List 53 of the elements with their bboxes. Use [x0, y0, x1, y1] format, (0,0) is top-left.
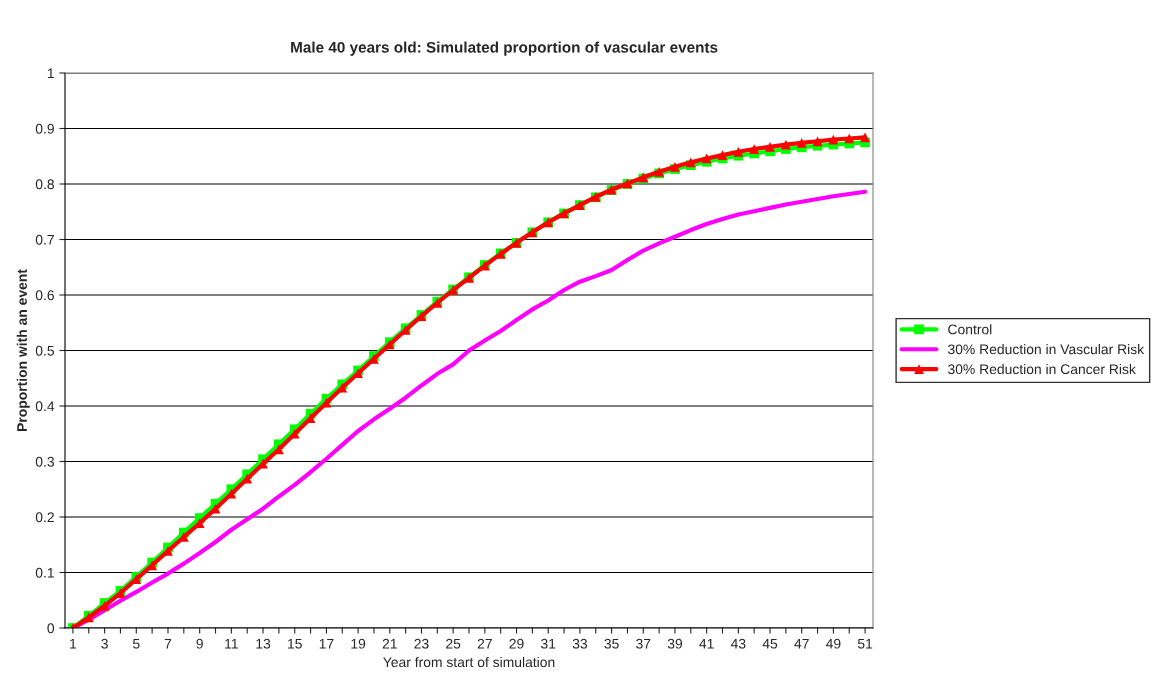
x-tick-label: 19	[351, 638, 366, 649]
point	[733, 146, 744, 157]
y-axis-title: Proportion with an event	[16, 269, 30, 431]
x-tick-label: 45	[762, 638, 778, 649]
x-tick-label: 37	[636, 638, 651, 649]
x-tick-label: 9	[196, 638, 203, 649]
x-tick-label: 15	[288, 638, 302, 649]
x-tick-label: 7	[164, 638, 172, 649]
y-tick-label: 1	[47, 68, 54, 79]
x-tick-label: 11	[225, 638, 238, 649]
y-tick-label: 0.5	[35, 345, 54, 356]
x-tick-label: 47	[794, 638, 809, 649]
x-tick-label: 49	[825, 638, 841, 649]
point	[717, 150, 728, 160]
y-tick-label: 0.9	[35, 123, 54, 134]
chart-title: Male 40 years old: Simulated proportion of vascular events	[291, 41, 718, 56]
y-tick-label: 0.3	[35, 456, 54, 467]
legend-label: 30% Reduction in Cancer Risk	[948, 363, 1136, 375]
x-tick-label: 5	[132, 638, 140, 649]
x-axis-title: Year from start of simulation	[383, 656, 555, 668]
x-tick-label: 25	[446, 638, 461, 649]
point	[749, 144, 760, 154]
x-tick-label: 43	[730, 638, 746, 649]
x-tick-label: 3	[101, 638, 108, 649]
x-tick-label: 21	[382, 638, 397, 649]
y-tick-label: 0	[47, 623, 55, 634]
point	[844, 133, 855, 144]
point	[796, 138, 807, 148]
x-tick-label: 39	[667, 638, 683, 649]
x-tick-label: 23	[414, 638, 429, 649]
x-tick-label: 41	[699, 638, 714, 649]
y-tick-label: 0.8	[35, 179, 54, 190]
y-tick-label: 0.1	[35, 567, 54, 578]
y-tick-label: 0.6	[35, 290, 54, 301]
x-tick-label: 13	[256, 638, 271, 649]
point	[765, 141, 775, 152]
point	[812, 136, 823, 147]
legend-label: Control	[948, 324, 992, 335]
x-tick-label: 35	[604, 638, 619, 649]
x-tick-label: 1	[70, 638, 77, 649]
y-tick-label: 0.2	[35, 512, 54, 523]
x-tick-label: 33	[572, 638, 588, 649]
point	[828, 134, 839, 145]
x-tick-label: 27	[477, 638, 492, 649]
y-tick-label: 0.7	[35, 234, 54, 245]
x-tick-label: 29	[509, 638, 524, 649]
point	[860, 132, 870, 143]
legend-label: 30% Reduction in Vascular Risk	[948, 344, 1145, 355]
point	[781, 139, 791, 150]
x-tick-label: 17	[319, 638, 334, 649]
x-tick-label: 51	[857, 638, 873, 649]
y-tick-label: 0.4	[35, 401, 55, 412]
x-tick-label: 31	[541, 638, 556, 649]
